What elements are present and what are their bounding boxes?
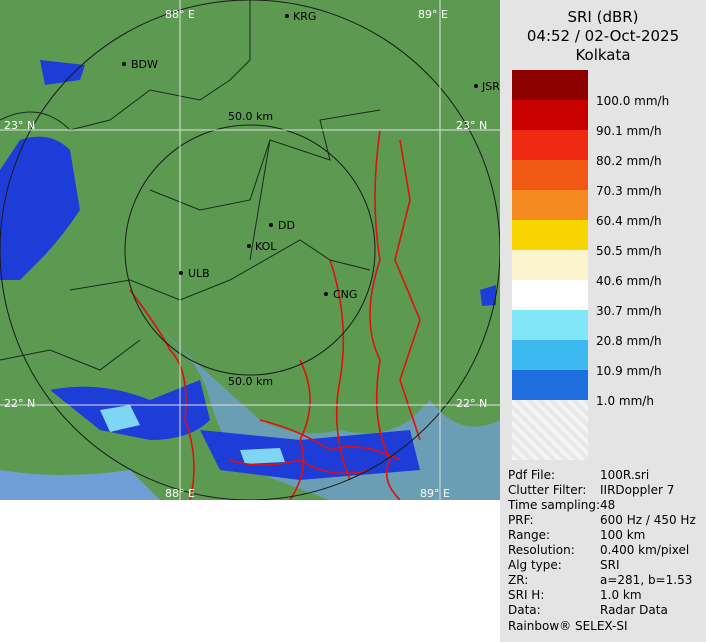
side-panel: SRI (dBR) 04:52 / 02-Oct-2025 Kolkata 10… [500, 0, 706, 642]
legend-label: 50.5 mm/h [596, 244, 662, 258]
info-key: Range: [508, 528, 551, 542]
legend-swatch [512, 280, 588, 310]
grid-label: 22° N [456, 397, 487, 410]
city-label: KRG [293, 10, 316, 23]
legend-swatch [512, 100, 588, 130]
legend-nodata [512, 400, 588, 460]
legend-label: 40.6 mm/h [596, 274, 662, 288]
legend-swatch [512, 130, 588, 160]
info-value: 600 Hz / 450 Hz [600, 513, 696, 527]
rivers [129, 129, 421, 500]
info-row: Data: Radar Data [508, 603, 704, 617]
legend-label: 30.7 mm/h [596, 304, 662, 318]
info-value: a=281, b=1.53 [600, 573, 693, 587]
city-label: CNG [333, 288, 357, 301]
info-value: 100 km [600, 528, 646, 542]
info-row: SRI H: 1.0 km [508, 588, 704, 602]
legend-label: 70.3 mm/h [596, 184, 662, 198]
cities: BDW KRG JSR DD KOL ULB CNG [122, 10, 500, 301]
info-key: Clutter Filter: [508, 483, 587, 497]
legend-label: 10.9 mm/h [596, 364, 662, 378]
graticule [0, 0, 500, 500]
info-key: Time sampling: [508, 498, 601, 512]
info-key: Pdf File: [508, 468, 556, 482]
grid-label: 88° E [165, 487, 195, 500]
info-row: Clutter Filter: IIRDoppler 7 [508, 483, 704, 497]
info-row: Resolution: 0.400 km/pixel [508, 543, 704, 557]
info-value: 48 [600, 498, 616, 512]
site-name: Kolkata [575, 46, 631, 64]
info-value: 0.400 km/pixel [600, 543, 690, 557]
legend-label: 20.8 mm/h [596, 334, 662, 348]
info-row: ZR: a=281, b=1.53 [508, 573, 704, 587]
legend-swatch [512, 220, 588, 250]
grid-label: 89° E [420, 487, 450, 500]
radar-map: 88° E 89° E 23° N 23° N 22° N 22° N 88° … [0, 0, 500, 500]
city-label: ULB [188, 267, 210, 280]
timestamp: 04:52 / 02-Oct-2025 [526, 27, 680, 45]
info-key: SRI H: [508, 588, 545, 602]
legend-label: 1.0 mm/h [596, 394, 654, 408]
grid-label: 88° E [165, 8, 195, 21]
legend-swatch [512, 70, 588, 100]
legend-swatch [512, 250, 588, 280]
city-label: BDW [131, 58, 158, 71]
info-row: Alg type: SRI [508, 558, 704, 572]
info-value: IIRDoppler 7 [600, 483, 675, 497]
info-key: Data: [508, 603, 541, 617]
rain-moderate [100, 405, 285, 464]
legend-label: 80.2 mm/h [596, 154, 662, 168]
grid-labels: 88° E 89° E 23° N 23° N 22° N 22° N 88° … [4, 8, 487, 500]
info-row: Range: 100 km [508, 528, 704, 542]
info-value: 1.0 km [600, 588, 642, 602]
footer: Rainbow® SELEX-SI [508, 619, 628, 633]
ring-label: 50.0 km [228, 375, 273, 388]
legend-swatch [512, 310, 588, 340]
grid-label: 23° N [4, 119, 35, 132]
legend-swatch [512, 190, 588, 220]
city-label: KOL [255, 240, 277, 253]
legend-swatch [512, 370, 588, 400]
info-row: Pdf File: 100R.sri [508, 468, 704, 482]
legend-label: 100.0 mm/h [596, 94, 670, 108]
info-row: PRF: 600 Hz / 450 Hz [508, 513, 704, 527]
grid-label: 22° N [4, 397, 35, 410]
city-label: DD [278, 219, 295, 232]
info-key: Resolution: [508, 543, 575, 557]
ring-label: 50.0 km [228, 110, 273, 123]
info-key: Alg type: [508, 558, 562, 572]
boundaries [0, 0, 381, 371]
range-rings [0, 0, 500, 500]
city-label: JSR [481, 80, 500, 93]
info-value: 100R.sri [600, 468, 650, 482]
info-key: ZR: [508, 573, 529, 587]
info-row: Time sampling: 48 [508, 498, 704, 512]
legend-swatch [512, 340, 588, 370]
info-key: PRF: [508, 513, 534, 527]
rain-echoes [0, 60, 496, 480]
info-value: Radar Data [600, 603, 668, 617]
legend-label: 60.4 mm/h [596, 214, 662, 228]
sea-water [0, 470, 160, 500]
grid-label: 89° E [418, 8, 448, 21]
product-title: SRI (dBR) [567, 8, 639, 26]
legend-swatch [512, 160, 588, 190]
grid-label: 23° N [456, 119, 487, 132]
info-value: SRI [600, 558, 620, 572]
legend-label: 90.1 mm/h [596, 124, 662, 138]
